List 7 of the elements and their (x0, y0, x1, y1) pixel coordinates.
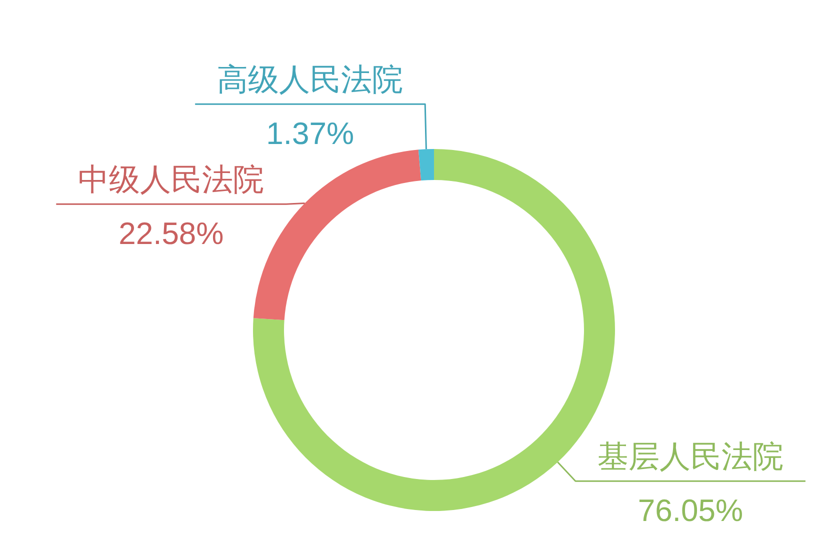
slice-label: 基层人民法院 (597, 439, 784, 474)
donut-slice (418, 149, 434, 181)
data-label: 1.37% (266, 116, 354, 152)
slice-label: 高级人民法院 (217, 62, 404, 98)
data-label: 76.05% (638, 493, 744, 528)
slice-label: 中级人民法院 (78, 162, 264, 198)
data-label: 22.58% (118, 216, 224, 252)
